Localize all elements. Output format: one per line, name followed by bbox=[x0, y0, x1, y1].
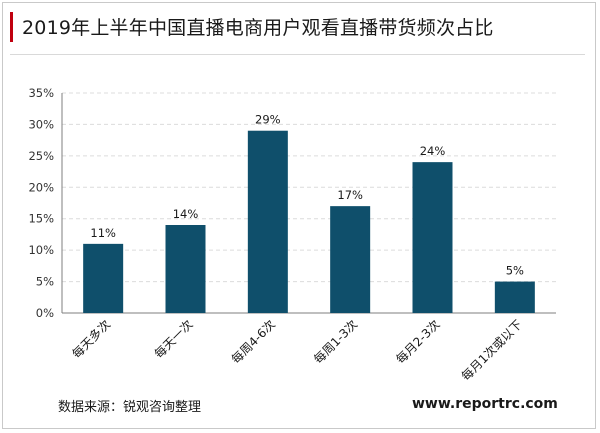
y-tick-label: 20% bbox=[28, 180, 54, 194]
y-tick-label: 30% bbox=[28, 117, 54, 131]
x-category-label: 每天多次 bbox=[69, 317, 114, 362]
bar bbox=[83, 243, 124, 313]
y-tick-label: 25% bbox=[28, 149, 54, 163]
y-tick-label: 0% bbox=[36, 306, 54, 320]
chart-frame bbox=[2, 2, 596, 429]
y-tick-label: 5% bbox=[36, 275, 54, 289]
bar bbox=[330, 206, 371, 313]
y-tick-label: 35% bbox=[28, 86, 54, 100]
bar bbox=[165, 225, 206, 313]
title-divider bbox=[10, 54, 585, 55]
bar-value-label: 29% bbox=[255, 113, 281, 127]
y-tick-label: 15% bbox=[28, 212, 54, 226]
data-source-note: 数据来源：锐观咨询整理 bbox=[58, 400, 202, 415]
bar-value-label: 14% bbox=[173, 207, 199, 221]
chart-title: 2019年上半年中国直播电商用户观看直播带货频次占比 bbox=[22, 17, 494, 39]
bar bbox=[247, 130, 288, 313]
x-category-label: 每周1-3次 bbox=[310, 317, 360, 367]
title-accent-bar bbox=[10, 12, 13, 42]
x-category-label: 每周4-6次 bbox=[228, 317, 278, 367]
x-category-label: 每月2-3次 bbox=[393, 317, 443, 367]
bar-value-label: 11% bbox=[90, 226, 116, 240]
x-category-label: 每天一次 bbox=[151, 317, 196, 362]
bar bbox=[412, 162, 453, 313]
brand-url: www.reportrc.com bbox=[412, 396, 558, 412]
y-tick-label: 10% bbox=[28, 243, 54, 257]
bar-value-label: 5% bbox=[506, 264, 524, 278]
bar bbox=[494, 281, 535, 313]
bar-value-label: 17% bbox=[337, 188, 363, 202]
x-category-label: 每月1次或以下 bbox=[458, 317, 525, 384]
bar-value-label: 24% bbox=[420, 144, 446, 158]
